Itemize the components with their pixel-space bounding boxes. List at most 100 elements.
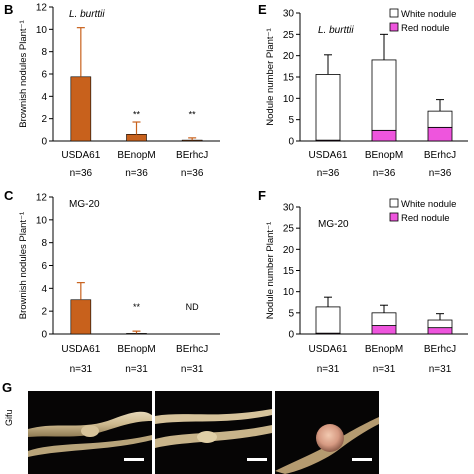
category-label: USDA61 xyxy=(309,344,348,355)
sample-size-label: n=31 xyxy=(429,364,452,375)
y-tick-label: 8 xyxy=(41,238,47,249)
sample-size-label: n=36 xyxy=(317,168,340,179)
significance-annotation: ND xyxy=(186,302,199,312)
bar-segment-red xyxy=(427,327,453,335)
category-label: BEnopM xyxy=(117,344,155,355)
legend-swatch xyxy=(389,212,399,222)
significance-annotation: ** xyxy=(133,110,141,120)
sample-size-label: n=36 xyxy=(125,168,148,179)
y-tick-label: 25 xyxy=(283,224,295,235)
legend-label: Red nodule xyxy=(401,23,450,34)
y-axis-label: Nodule number Plant⁻¹ xyxy=(265,28,276,125)
bar-segment-red xyxy=(371,325,397,335)
y-tick-label: 20 xyxy=(283,51,295,62)
bar-segment-white xyxy=(427,319,453,329)
strain-label: MG-20 xyxy=(318,219,349,230)
category-label: BEnopM xyxy=(365,344,403,355)
y-tick-label: 12 xyxy=(36,3,48,14)
sample-size-label: n=31 xyxy=(70,364,93,375)
legend-label: White nodule xyxy=(401,9,456,20)
bar-segment-white xyxy=(315,306,341,334)
bar xyxy=(181,139,203,142)
category-label: BEnopM xyxy=(365,150,403,161)
sample-size-label: n=36 xyxy=(429,168,452,179)
legend-label: Red nodule xyxy=(401,213,450,224)
y-tick-label: 30 xyxy=(283,9,295,20)
y-tick-label: 0 xyxy=(288,330,294,341)
sample-size-label: n=31 xyxy=(125,364,148,375)
category-label: BErhcJ xyxy=(424,344,456,355)
sample-size-label: n=31 xyxy=(373,364,396,375)
y-tick-label: 10 xyxy=(36,215,48,226)
chart-panel-e: E 0 5 10 15 20 25 30 Nodule number Plant⁻¹ L. bur… xyxy=(258,2,468,179)
category-label: BErhcJ xyxy=(176,344,208,355)
category-label: BEnopM xyxy=(117,150,155,161)
nodule-photo-1 xyxy=(28,391,152,474)
y-tick-label: 12 xyxy=(36,193,48,204)
significance-annotation: ** xyxy=(189,110,197,120)
panel-letter: F xyxy=(258,188,266,203)
y-tick-label: 0 xyxy=(41,137,47,148)
y-tick-label: 6 xyxy=(41,261,47,272)
bar-segment-red xyxy=(371,129,397,142)
bar-segment-red xyxy=(427,126,453,142)
y-tick-label: 10 xyxy=(283,94,295,105)
y-tick-label: 0 xyxy=(41,330,47,341)
y-tick-label: 8 xyxy=(41,47,47,58)
category-label: USDA61 xyxy=(61,344,100,355)
y-tick-label: 5 xyxy=(288,308,294,319)
panel-g-side-label: Gifu xyxy=(4,409,14,426)
sample-size-label: n=36 xyxy=(373,168,396,179)
significance-annotation: ** xyxy=(133,302,141,312)
legend-swatch xyxy=(389,22,399,32)
y-axis-label: Brownish nodules Plant⁻¹ xyxy=(18,20,29,127)
nodule-photo-2 xyxy=(155,391,272,474)
bar-segment-white xyxy=(315,74,341,141)
y-axis-label: Brownish nodules Plant⁻¹ xyxy=(18,212,29,319)
sample-size-label: n=36 xyxy=(70,168,93,179)
panel-letter: B xyxy=(4,2,13,17)
bar-segment-white xyxy=(427,110,453,128)
legend-swatch xyxy=(389,198,399,208)
bar xyxy=(126,333,147,335)
chart-panel-f: F 0 5 10 15 20 25 30 Nodule number Plant⁻¹ MG-20 U… xyxy=(258,188,468,375)
y-axis-label: Nodule number Plant⁻¹ xyxy=(265,222,276,319)
y-tick-label: 15 xyxy=(283,266,295,277)
strain-label: MG-20 xyxy=(69,199,100,210)
bar-segment-white xyxy=(371,312,397,326)
bar xyxy=(70,76,92,142)
strain-label: L. burttii xyxy=(318,25,354,36)
y-tick-label: 10 xyxy=(36,25,48,36)
y-tick-label: 15 xyxy=(283,73,295,84)
y-tick-label: 30 xyxy=(283,203,295,214)
chart-panel-b: B 0 2 4 6 8 10 12 Brownish nodules Plant⁻¹ L. bur… xyxy=(4,2,220,179)
bar xyxy=(70,299,92,335)
category-label: BErhcJ xyxy=(424,150,456,161)
y-tick-label: 0 xyxy=(288,137,294,148)
panel-g-label: G xyxy=(2,380,13,395)
legend-label: White nodule xyxy=(401,199,456,210)
y-tick-label: 5 xyxy=(288,115,294,126)
category-label: USDA61 xyxy=(61,150,100,161)
legend-swatch xyxy=(389,8,399,18)
panel-letter: C xyxy=(4,188,14,203)
y-tick-label: 10 xyxy=(283,287,295,298)
y-tick-label: 4 xyxy=(41,284,47,295)
category-label: USDA61 xyxy=(309,150,348,161)
sample-size-label: n=31 xyxy=(317,364,340,375)
y-tick-label: 20 xyxy=(283,245,295,256)
bar-segment-white xyxy=(371,59,397,131)
bar xyxy=(126,134,147,142)
y-tick-label: 25 xyxy=(283,30,295,41)
panel-letter: E xyxy=(258,2,267,17)
sample-size-label: n=31 xyxy=(181,364,204,375)
y-tick-label: 2 xyxy=(41,307,47,318)
y-tick-label: 2 xyxy=(41,114,47,125)
y-tick-label: 6 xyxy=(41,70,47,81)
nodule-photo-3 xyxy=(275,391,379,474)
category-label: BErhcJ xyxy=(176,150,208,161)
y-tick-label: 4 xyxy=(41,92,47,103)
strain-label: L. burttii xyxy=(69,9,105,20)
chart-panel-c: C 0 2 4 6 8 10 12 Brownish nodules Plant⁻¹ MG-20 U… xyxy=(4,188,220,375)
